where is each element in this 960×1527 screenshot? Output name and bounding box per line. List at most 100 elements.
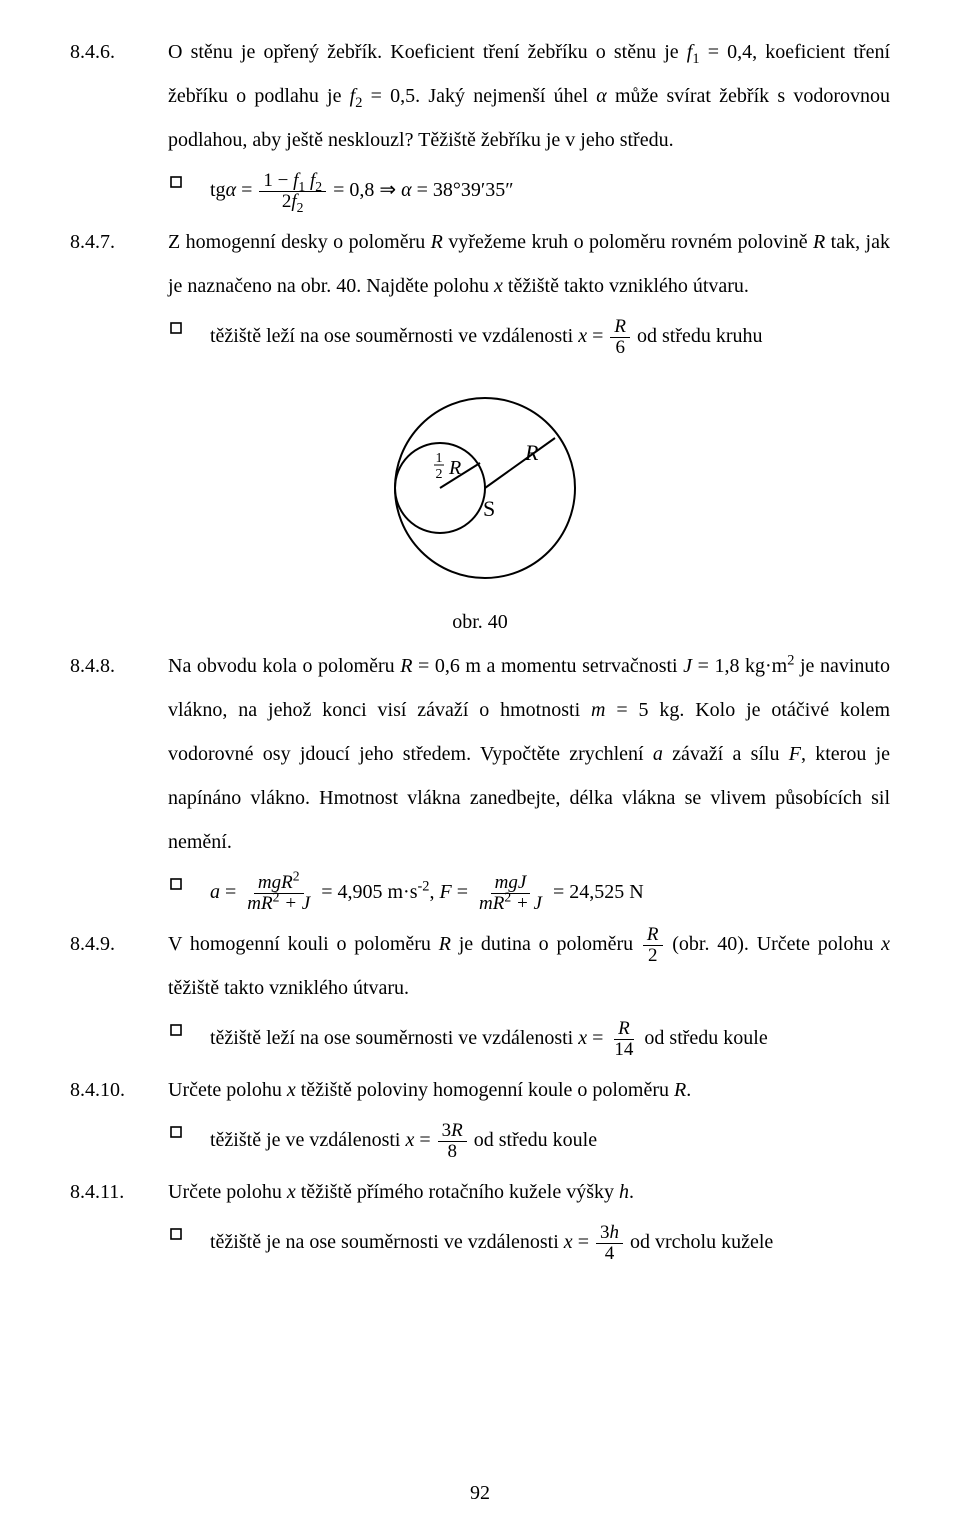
section-8-4-10: 8.4.10. Určete polohu x těžiště poloviny… [70, 1068, 890, 1112]
bullet-8-4-9: těžiště leží na ose souměrnosti ve vzdál… [170, 1014, 890, 1062]
bullet-body: tgα = 1 − f1 f2 2f2 = 0,8 ⇒ α = 38°39′35… [210, 166, 890, 214]
bullet-body: těžiště leží na ose souměrnosti ve vzdál… [210, 312, 890, 360]
text: V homogenní kouli o poloměru [168, 933, 439, 955]
tail: těžiště takto vzniklého útvaru. [168, 977, 409, 999]
text: těžiště poloviny homogenní koule o polom… [296, 1079, 674, 1101]
two: 2 [282, 191, 292, 212]
var-R: R [813, 231, 825, 253]
bullet-8-4-10: těžiště je ve vzdálenosti x = 3R 8 od st… [170, 1116, 890, 1164]
var-R: R [439, 933, 451, 955]
var-x: x [405, 1129, 414, 1151]
section-body: Z homogenní desky o poloměru R vyřežeme … [168, 220, 890, 308]
bullet-8-4-8: a = mgR2 mR2 + J = 4,905 m·s-2, F = mgJ … [170, 868, 890, 916]
var-x: x [881, 933, 890, 955]
sub: 2 [315, 179, 322, 194]
var-m: m [591, 699, 605, 721]
bullet-8-4-7: těžiště leží na ose souměrnosti ve vzdál… [170, 312, 890, 360]
page-number: 92 [0, 1483, 960, 1503]
den-r: + J [279, 893, 310, 914]
aval: = 4,905 m·s [316, 881, 417, 903]
text: od středu koule [644, 1027, 767, 1049]
section-8-4-9: 8.4.9. V homogenní kouli o poloměru R je… [70, 922, 890, 1010]
bullet-icon [170, 312, 186, 360]
bullet-icon [170, 166, 186, 214]
den: 8 [443, 1142, 461, 1162]
sub: 2 [297, 200, 304, 215]
section-body: Určete polohu x těžiště poloviny homogen… [168, 1068, 890, 1112]
text: = 0,5. Jaký nejmenší úhel [362, 85, 596, 107]
fraction: R 6 [610, 317, 630, 358]
figure-40: R S 1 2 R [70, 388, 890, 592]
var-x: x [287, 1181, 296, 1203]
figure-caption: obr. 40 [70, 606, 890, 638]
section-number: 8.4.11. [70, 1170, 140, 1214]
dot: . [629, 1181, 634, 1203]
text: Určete polohu [168, 1181, 287, 1203]
var-x: x [494, 275, 503, 297]
bullet-body: těžiště leží na ose souměrnosti ve vzdál… [210, 1014, 890, 1062]
eq1: = 0,8 ⇒ [333, 179, 401, 201]
text: je dutina o poloměru [451, 933, 641, 955]
alpha: α [401, 179, 412, 201]
halfR-num: 1 [436, 451, 443, 466]
section-number: 8.4.9. [70, 922, 140, 1010]
text: těžiště je ve vzdálenosti [210, 1129, 405, 1151]
Fval: = 24,525 N [548, 881, 644, 903]
text: od středu kruhu [637, 325, 763, 347]
text: O stěnu je opřený žebřík. Koeficient tře… [168, 41, 687, 63]
text: Určete polohu [168, 1079, 287, 1101]
sep: , [430, 881, 440, 903]
label-S: S [483, 496, 495, 521]
var-x: x [564, 1231, 573, 1253]
num: 3h [596, 1223, 623, 1244]
fraction: R 14 [610, 1019, 637, 1060]
text: = 0,6 m a momentu setrvačnosti [412, 655, 683, 677]
R: R [451, 1120, 463, 1141]
dot: . [686, 1079, 691, 1101]
text: od středu koule [474, 1129, 597, 1151]
bullet-icon [170, 868, 186, 916]
bullet-icon [170, 1218, 186, 1266]
halfR-den: 2 [436, 467, 443, 482]
section-body: V homogenní kouli o poloměru R je dutina… [168, 922, 890, 1010]
var-R: R [400, 655, 412, 677]
tg: tg [210, 179, 226, 201]
var-F: F [789, 743, 801, 765]
bullet-icon [170, 1014, 186, 1062]
bullet-8-4-6: tgα = 1 − f1 f2 2f2 = 0,8 ⇒ α = 38°39′35… [170, 166, 890, 214]
alpha: α [226, 179, 237, 201]
bullet-icon [170, 1116, 186, 1164]
text: závaží a sílu [663, 743, 789, 765]
bullet-body: těžiště je na ose souměrnosti ve vzdálen… [210, 1218, 890, 1266]
num-pre: 1 − [263, 170, 293, 191]
section-8-4-11: 8.4.11. Určete polohu x těžiště přímého … [70, 1170, 890, 1214]
label-R: R [524, 440, 539, 465]
den-l: mR [247, 893, 272, 914]
text: těžiště takto vzniklého útvaru. [503, 275, 749, 297]
R: R [618, 1018, 630, 1039]
var-R: R [674, 1079, 686, 1101]
var-x: x [287, 1079, 296, 1101]
section-number: 8.4.7. [70, 220, 140, 308]
fraction: 3h 4 [596, 1223, 623, 1264]
sub: 1 [692, 51, 699, 67]
section-number: 8.4.8. [70, 644, 140, 864]
R: R [614, 316, 626, 337]
text: (obr. 40). Určete polohu [665, 933, 882, 955]
fraction: mgR2 mR2 + J [243, 873, 314, 914]
var-R: R [431, 231, 443, 253]
var-J: J [683, 655, 692, 677]
den-r: + J [511, 893, 542, 914]
section-8-4-7: 8.4.7. Z homogenní desky o poloměru R vy… [70, 220, 890, 308]
fraction: mgJ mR2 + J [475, 873, 546, 914]
var-x: x [578, 1027, 587, 1049]
text: = 1,8 kg·m [692, 655, 787, 677]
page: 8.4.6. O stěnu je opřený žebřík. Koefici… [0, 0, 960, 1527]
text: Na obvodu kola o poloměru [168, 655, 400, 677]
var-a: a [653, 743, 663, 765]
halfR-R: R [448, 457, 461, 479]
section-number: 8.4.6. [70, 30, 140, 162]
fraction: R 2 [643, 925, 663, 966]
den: 2 [644, 946, 662, 966]
bullet-body: těžiště je ve vzdálenosti x = 3R 8 od st… [210, 1116, 890, 1164]
